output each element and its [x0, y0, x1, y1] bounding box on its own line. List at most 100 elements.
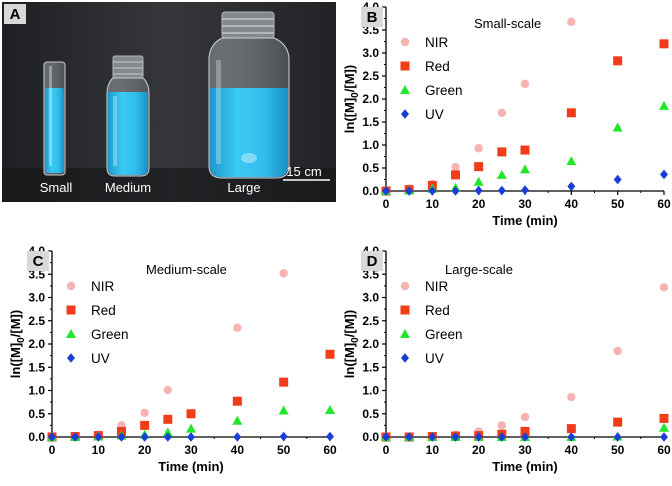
- data-point-nir: [163, 385, 173, 395]
- photo-panel-label-box: [4, 4, 26, 24]
- panel-label-box: [27, 251, 49, 271]
- data-point-uv: [71, 432, 80, 442]
- data-point-green: [496, 169, 507, 179]
- legend-label-green: Green: [425, 327, 463, 342]
- data-point-uv: [567, 181, 576, 192]
- data-point-red: [659, 39, 669, 49]
- data-point-uv: [382, 186, 390, 196]
- x-tick-label: 10: [92, 443, 106, 457]
- x-tick-label: 40: [565, 443, 579, 457]
- y-tick-label: 0.0: [362, 184, 379, 198]
- data-point-nir: [520, 412, 530, 422]
- data-point-uv: [428, 432, 437, 442]
- x-tick-label: 20: [472, 443, 486, 457]
- legend-marker-nir: [400, 281, 410, 291]
- data-point-red: [451, 170, 460, 180]
- y-tick-label: 0.5: [28, 407, 45, 421]
- legend-marker-red: [400, 61, 410, 71]
- legend-label-red: Red: [425, 59, 450, 74]
- data-point-uv: [474, 185, 483, 196]
- vial-photo: A Small Medium Large 15 cm: [2, 2, 336, 202]
- y-tick-label: 0.0: [362, 430, 379, 444]
- data-point-red: [566, 424, 576, 434]
- y-tick-label: 1.5: [362, 115, 379, 129]
- data-point-uv: [48, 432, 56, 442]
- data-point-red: [613, 417, 623, 427]
- y-tick-label: 2.5: [362, 69, 379, 83]
- data-point-uv: [405, 432, 414, 442]
- data-point-red: [325, 349, 335, 359]
- data-point-green: [186, 423, 196, 433]
- data-point-green: [325, 405, 335, 415]
- data-point-uv: [163, 432, 172, 442]
- legend-label-uv: UV: [91, 351, 110, 366]
- data-point-green: [566, 156, 577, 166]
- legend-marker-nir: [66, 281, 76, 291]
- data-point-uv: [660, 432, 668, 442]
- y-axis-label: ln([M]0/[M]): [342, 65, 361, 133]
- legend-marker-green: [400, 329, 410, 338]
- data-point-uv: [521, 432, 529, 442]
- legend-label-nir: NIR: [425, 35, 449, 50]
- data-point-green: [659, 422, 669, 432]
- data-point-uv: [613, 174, 622, 185]
- y-tick-label: 0.5: [362, 161, 379, 175]
- data-point-nir: [497, 108, 507, 118]
- y-tick-label: 0.0: [28, 430, 45, 444]
- data-point-green: [232, 415, 243, 425]
- data-point-nir: [451, 162, 460, 172]
- data-point-uv: [405, 186, 414, 196]
- x-axis-label: Time (min): [158, 459, 224, 474]
- panel-label-box: [361, 251, 383, 271]
- data-point-uv: [497, 185, 506, 196]
- legend-label-uv: UV: [425, 107, 444, 122]
- data-point-red: [163, 414, 173, 424]
- data-point-uv: [279, 431, 288, 442]
- panel-label: C: [33, 253, 44, 270]
- x-tick-label: 10: [426, 443, 440, 457]
- y-axis-label: ln([M]0/[M]): [8, 310, 27, 378]
- chart-panel-c: 0.00.51.01.52.02.53.03.54.00102030405060…: [8, 244, 337, 474]
- data-point-uv: [326, 431, 334, 442]
- y-tick-label: 3.0: [362, 46, 379, 60]
- chart-panel-b: 0.00.51.01.52.02.53.03.54.00102030405060…: [342, 0, 671, 228]
- data-point-green: [162, 427, 173, 437]
- data-point-uv: [660, 169, 668, 180]
- data-point-red: [279, 377, 289, 387]
- y-tick-label: 2.0: [362, 337, 379, 351]
- data-point-red: [497, 147, 507, 157]
- chart-panel-d: 0.00.51.01.52.02.53.03.54.00102030405060…: [342, 244, 671, 474]
- legend-label-green: Green: [91, 327, 129, 342]
- data-point-red: [186, 409, 196, 419]
- legend-label-uv: UV: [425, 351, 444, 366]
- y-tick-label: 1.5: [362, 360, 379, 374]
- data-point-uv: [187, 432, 195, 442]
- data-point-red: [613, 56, 623, 66]
- data-point-nir: [140, 408, 149, 418]
- legend-marker-red: [400, 305, 410, 315]
- y-tick-label: 2.5: [362, 314, 379, 328]
- data-point-nir: [474, 144, 483, 153]
- x-tick-label: 50: [277, 443, 291, 457]
- y-tick-label: 1.5: [28, 360, 45, 374]
- x-tick-label: 60: [323, 443, 337, 457]
- chart-title: Medium-scale: [146, 262, 227, 277]
- panel-label: B: [367, 9, 378, 26]
- data-point-uv: [94, 432, 103, 442]
- x-tick-label: 20: [472, 197, 486, 211]
- legend-marker-uv: [67, 353, 75, 363]
- y-tick-label: 2.5: [28, 314, 45, 328]
- data-point-red: [520, 426, 530, 436]
- panel-label: D: [367, 253, 378, 270]
- data-point-uv: [567, 432, 576, 442]
- legend-label-green: Green: [425, 83, 463, 98]
- x-tick-label: 60: [657, 197, 671, 211]
- data-point-green: [278, 405, 289, 415]
- data-point-uv: [497, 432, 506, 442]
- data-point-uv: [117, 432, 126, 442]
- legend-marker-green: [400, 85, 410, 94]
- chart-panels: 0.00.51.01.52.02.53.03.54.00102030405060…: [8, 0, 671, 474]
- data-point-nir: [279, 269, 288, 278]
- x-tick-label: 50: [611, 197, 625, 211]
